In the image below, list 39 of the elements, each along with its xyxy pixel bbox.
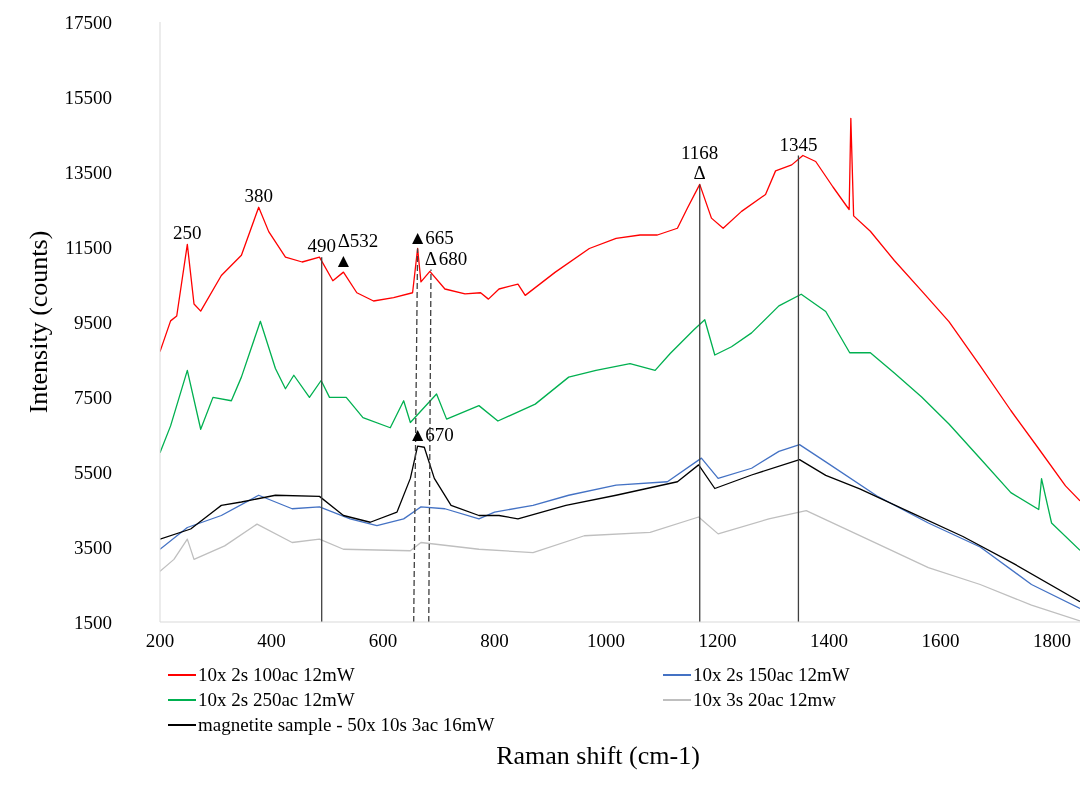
annotation: 380 [244,185,273,207]
y-tick-label: 9500 [74,311,112,333]
legend-label: 10x 2s 250ac 12mW [198,688,355,712]
y-tick-label: 17500 [64,11,112,33]
x-tick-label: 1000 [587,630,626,652]
line-series [160,293,1080,552]
y-tick-label: 11500 [65,236,112,258]
x-tick-label: 1200 [698,630,737,652]
y-tick-label: 7500 [74,386,112,408]
annotation: 670 [425,424,454,446]
x-tick-label: 800 [480,630,509,652]
x-tick-label: 200 [145,630,175,652]
annotation: 1168 [681,142,719,164]
x-tick-label: 1800 [1033,630,1072,652]
y-tick-label: 15500 [64,86,112,108]
legend-label: 10x 3s 20ac 12mw [693,688,837,712]
y-axis-title: Intensity (counts) [24,230,54,414]
x-axis-title: Raman shift (cm-1) [495,741,701,771]
legend-label: 10x 2s 100ac 12mW [198,663,355,687]
line-series [160,117,1080,502]
annotation: 490 [307,235,336,257]
annotation: Δ532 [337,230,379,252]
x-tick-label: 1400 [810,630,849,652]
annotation: 680 [438,247,468,269]
legend-label: 10x 2s 150ac 12mW [693,663,850,687]
y-tick-label: 1500 [74,611,112,633]
y-tick-label: 3500 [74,536,112,558]
x-tick-label: 600 [368,630,398,652]
y-tick-label: 13500 [64,161,112,183]
y-tick-label: 5500 [74,461,112,483]
annotation: 1345 [779,133,818,155]
annotation: 250 [173,222,202,244]
x-tick-label: 1600 [921,630,960,652]
annotation: 665 [425,226,454,248]
annotation: Δ [693,162,706,184]
legend-label: magnetite sample - 50x 10s 3ac 16mW [198,713,495,737]
annotation: ▲ [334,250,353,272]
x-tick-label: 400 [257,630,286,652]
annotation: Δ [424,247,438,269]
